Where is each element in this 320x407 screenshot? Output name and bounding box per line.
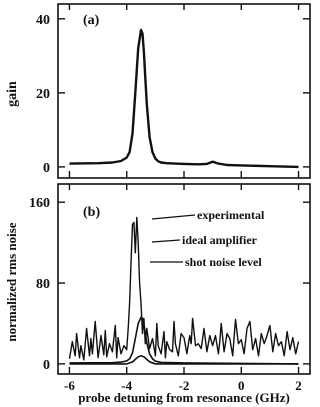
y-tick-label: 20	[36, 87, 50, 102]
y-tick-label: 160	[29, 196, 50, 211]
y-tick-label: 0	[43, 161, 50, 176]
x-tick-label: -4	[121, 378, 132, 393]
annotation-experimental: experimental	[197, 208, 265, 222]
panel-b-ylabel: normalized rms noise	[4, 222, 19, 341]
y-tick-label: 80	[36, 277, 50, 292]
y-tick-label: 0	[43, 358, 50, 373]
ideal-amplifier-series	[69, 316, 299, 365]
annotation-shot-noise-level: shot noise level	[185, 255, 262, 269]
panel-a-label: (a)	[83, 13, 100, 28]
ideal-amplifier-leader	[151, 239, 181, 243]
panel-b-xlabel: probe detuning from resonance (GHz)	[78, 390, 290, 405]
y-tick-label: 40	[36, 13, 50, 28]
x-tick-label: 0	[238, 378, 245, 393]
x-tick-label: -2	[179, 378, 190, 393]
shot-noise-level-series	[69, 354, 299, 365]
annotation-ideal-amplifier: ideal amplifier	[182, 233, 258, 247]
x-tick-label: 2	[295, 378, 302, 393]
panel-a-ylabel: gain	[5, 81, 20, 107]
experimental-noise-series	[68, 216, 300, 361]
panel-b-label: (b)	[83, 205, 100, 220]
experimental-leader	[151, 214, 196, 220]
gain-curve	[69, 28, 299, 169]
x-tick-label: -6	[64, 378, 75, 393]
panel-a-frame	[57, 3, 311, 179]
